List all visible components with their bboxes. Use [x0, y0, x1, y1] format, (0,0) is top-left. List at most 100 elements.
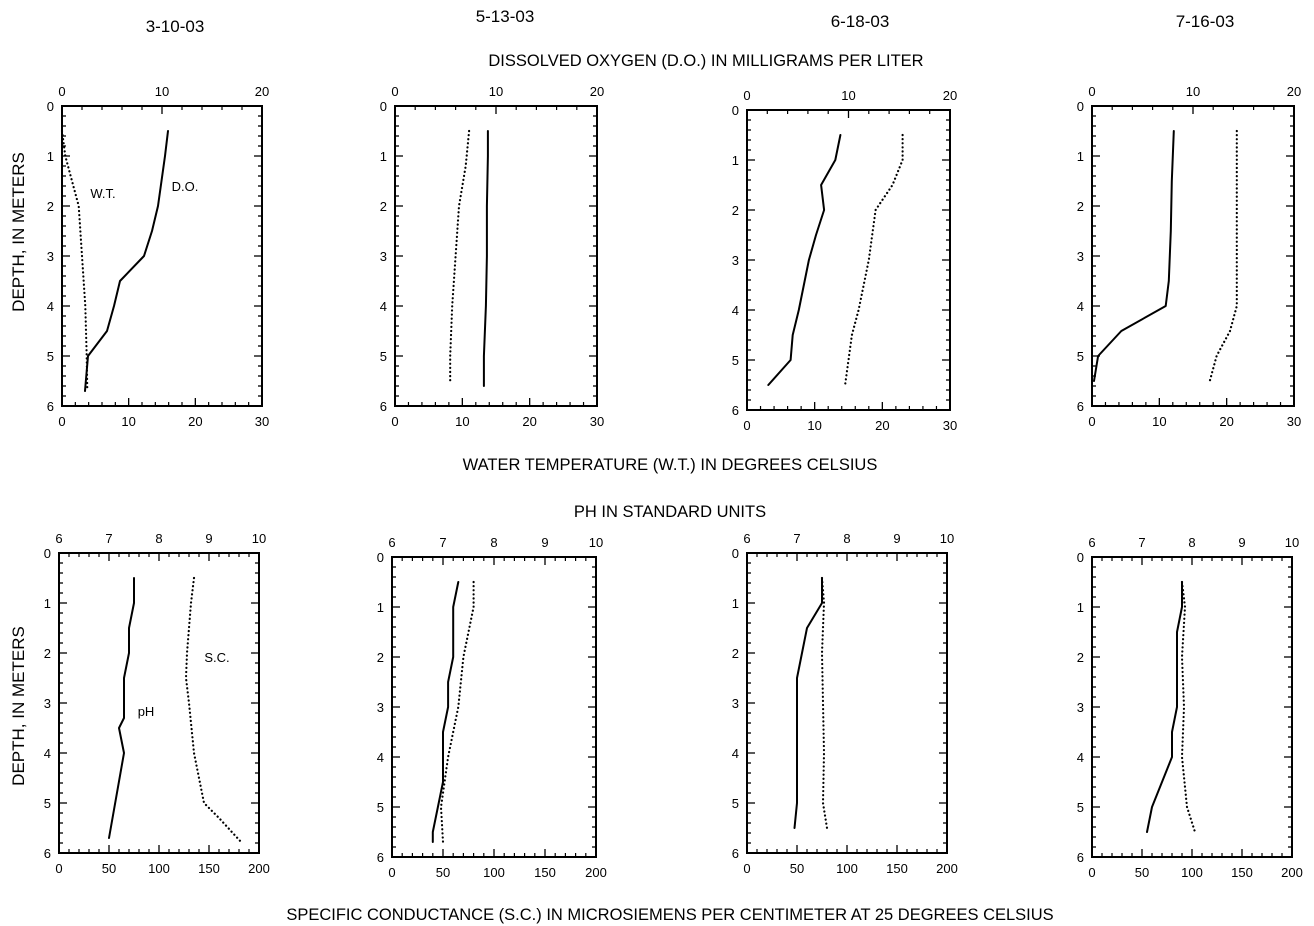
y-tick-label: 2 — [732, 203, 739, 218]
y-tick-label: 0 — [47, 99, 54, 114]
y-tick-label: 6 — [377, 850, 384, 865]
y-tick-label: 3 — [377, 700, 384, 715]
y-tick-label: 5 — [732, 353, 739, 368]
y-tick-label: 0 — [380, 99, 387, 114]
series-w-t-line — [449, 129, 471, 383]
top-tick-label: 7 — [105, 531, 112, 546]
bottom-row-bottom-axis-title: SPECIFIC CONDUCTANCE (S.C.) IN MICROSIEM… — [286, 906, 1053, 924]
bottom-tick-label: 0 — [388, 865, 395, 880]
y-tick-label: 4 — [44, 746, 51, 761]
top-tick-label: 9 — [893, 531, 900, 546]
top-tick-label: 6 — [743, 531, 750, 546]
y-tick-label: 4 — [380, 299, 387, 314]
y-tick-label: 5 — [380, 349, 387, 364]
y-tick-label: 4 — [732, 303, 739, 318]
top-tick-label: 9 — [541, 535, 548, 550]
series-annotation-label: S.C. — [204, 650, 229, 665]
top-tick-label: 8 — [843, 531, 850, 546]
series-annotation-label: W.T. — [90, 186, 115, 201]
top-tick-label: 8 — [1188, 535, 1195, 550]
date-header-4: 7-16-03 — [1176, 12, 1235, 31]
plot-frame — [746, 552, 948, 854]
y-tick-label: 3 — [380, 249, 387, 264]
y-tick-label: 4 — [1077, 750, 1084, 765]
top-tick-label: 0 — [743, 88, 750, 103]
y-tick-label: 1 — [377, 600, 384, 615]
bottom-tick-label: 10 — [455, 414, 469, 429]
top-tick-label: 10 — [841, 88, 855, 103]
bottom-tick-label: 20 — [1219, 414, 1233, 429]
top-tick-label: 9 — [205, 531, 212, 546]
bottom-tick-label: 0 — [743, 861, 750, 876]
top-tick-label: 10 — [489, 84, 503, 99]
y-tick-label: 2 — [380, 199, 387, 214]
bottom-tick-label: 0 — [58, 414, 65, 429]
top-tick-label: 7 — [1138, 535, 1145, 550]
plot-frame — [394, 105, 598, 407]
top-tick-label: 20 — [590, 84, 604, 99]
plot-frame — [1091, 556, 1293, 858]
bottom-tick-label: 150 — [1231, 865, 1253, 880]
y-tick-label: 0 — [377, 550, 384, 565]
y-tick-label: 5 — [44, 796, 51, 811]
y-tick-label: 5 — [1077, 800, 1084, 815]
y-tick-label: 0 — [732, 103, 739, 118]
bottom-tick-label: 50 — [1135, 865, 1149, 880]
y-tick-label: 3 — [732, 696, 739, 711]
series-annotation-label: D.O. — [172, 179, 199, 194]
series-ph-line — [793, 577, 823, 829]
date-header-3: 6-18-03 — [831, 12, 890, 31]
top-tick-label: 0 — [391, 84, 398, 99]
bottom-tick-label: 200 — [248, 861, 270, 876]
series-s-c-line — [820, 576, 829, 830]
bottom-tick-label: 200 — [585, 865, 607, 880]
top-tick-label: 10 — [1186, 84, 1200, 99]
top-tick-label: 10 — [252, 531, 266, 546]
y-tick-label: 3 — [47, 249, 54, 264]
y-tick-label: 4 — [732, 746, 739, 761]
series-s-c-line — [1180, 580, 1197, 834]
y-tick-label: 2 — [732, 646, 739, 661]
y-tick-label: 1 — [732, 153, 739, 168]
bottom-tick-label: 20 — [188, 414, 202, 429]
bottom-tick-label: 100 — [1181, 865, 1203, 880]
bottom-tick-label: 150 — [198, 861, 220, 876]
bottom-tick-label: 0 — [1088, 865, 1095, 880]
y-tick-label: 1 — [1077, 149, 1084, 164]
series-ph-line — [108, 577, 135, 839]
top-tick-label: 6 — [388, 535, 395, 550]
plot-frame — [58, 552, 260, 854]
bottom-tick-label: 50 — [102, 861, 116, 876]
series-s-c-line — [439, 580, 475, 844]
y-tick-label: 2 — [47, 199, 54, 214]
bottom-tick-label: 30 — [943, 418, 957, 433]
bottom-tick-label: 150 — [534, 865, 556, 880]
bottom-tick-label: 30 — [1287, 414, 1301, 429]
series-annotation-label: pH — [138, 704, 155, 719]
series-ph-line — [431, 581, 460, 843]
top-tick-label: 7 — [439, 535, 446, 550]
y-tick-label: 1 — [380, 149, 387, 164]
top-tick-label: 10 — [155, 84, 169, 99]
top-tick-label: 6 — [1088, 535, 1095, 550]
series-d-o-line — [1093, 130, 1175, 382]
top-row-y-axis-label: DEPTH, IN METERS — [9, 152, 28, 312]
y-tick-label: 0 — [1077, 99, 1084, 114]
top-tick-label: 10 — [1285, 535, 1299, 550]
y-tick-label: 2 — [377, 650, 384, 665]
bottom-tick-label: 0 — [743, 418, 750, 433]
plot-frame — [61, 105, 263, 407]
y-tick-label: 2 — [1077, 650, 1084, 665]
y-tick-label: 6 — [732, 403, 739, 418]
y-tick-label: 1 — [47, 149, 54, 164]
plot-frame — [391, 556, 597, 858]
bottom-tick-label: 200 — [936, 861, 958, 876]
top-tick-label: 7 — [793, 531, 800, 546]
y-tick-label: 3 — [732, 253, 739, 268]
bottom-tick-label: 20 — [522, 414, 536, 429]
bottom-tick-label: 150 — [886, 861, 908, 876]
